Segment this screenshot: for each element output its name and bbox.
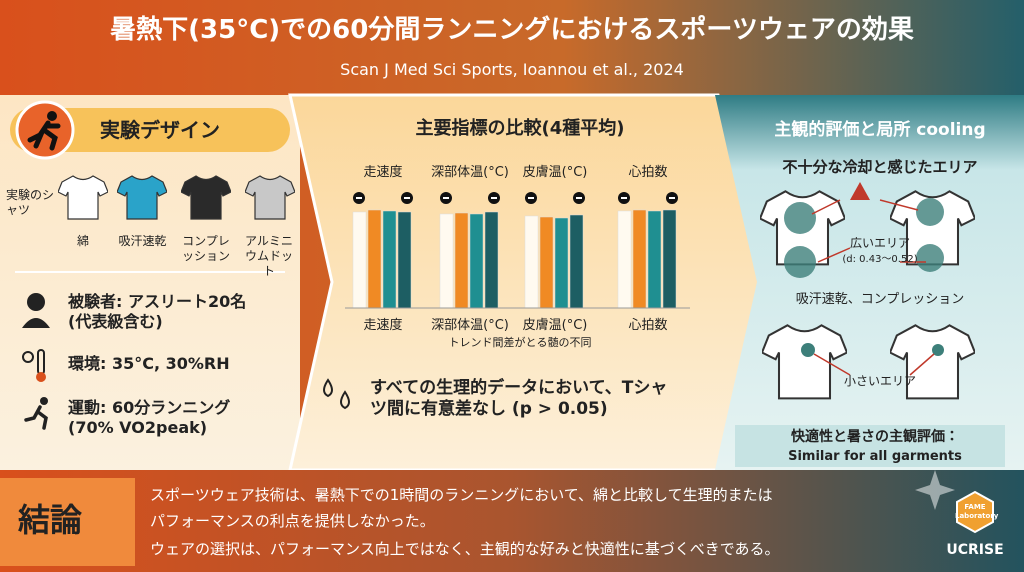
cool-area [932,344,944,356]
cool-area [784,246,816,278]
decor-bar [647,210,662,309]
decor-bar [454,212,469,309]
citation: Scan J Med Sci Sports, Ioannou et al., 2… [340,60,684,79]
metric-label: 皮膚温(°C) [522,165,588,180]
note: トレンド間差がとる髄の不同 [448,336,592,349]
title: 暑熱下(35°C)での60分間ランニングにおけるスポーツウェアの効果 [110,15,914,45]
panel-title: 実験デザイン [100,118,220,142]
decor-bar [397,211,412,309]
panel-title: 主観的評価と局所 cooling [774,120,986,140]
decor-bar [539,216,554,309]
decor-bar [662,209,677,309]
metric-label: 皮膚温(°C) [522,318,588,333]
decor-bar [469,213,484,309]
decor-bar [382,210,397,309]
shirt-label: 吸汗速乾 [118,234,167,248]
cool-area [801,343,815,357]
detail: 被験者: アスリート20名 (代表級含む) [68,292,247,331]
logo-lab: FAME Laboratory [955,503,999,520]
decor-bar [439,213,454,309]
comfort-heading: 快適性と暑さの主観評価： [791,429,959,445]
metric-label: 深部体温(°C) [431,318,509,333]
logo-brand: UCRISE [946,542,1004,558]
comfort-result: Similar for all garments [788,449,962,464]
shirt-label: アルミニウムドット [244,234,293,278]
area-label: 広いエリア [849,236,910,250]
pointer-arrow [909,353,935,376]
decor-bar [569,214,584,309]
pointer-arrow [811,199,841,215]
decor-bar [554,217,569,309]
decor-bar [617,210,632,309]
cool-area [784,202,816,234]
detail: 環境: 35°C, 30%RH [68,354,230,373]
metric-label: 心拍数 [628,165,668,180]
shirt-label: コンプレッション [181,234,230,263]
detail: 運動: 60分ランニング (70% VO2peak) [68,398,231,437]
decor-bar [367,209,382,309]
decor-bar [632,209,647,309]
conclusion-line: パフォーマンスの利点を提供しなかった。 [150,512,435,530]
pointer-head [850,182,870,200]
cooling-heading: 不十分な冷却と感じたエリア [782,158,978,176]
metric-label: 走速度 [363,165,403,180]
cool-area [916,198,944,226]
metric-label: 深部体温(°C) [431,165,509,180]
decor-bar [484,211,499,309]
decor-bar [524,215,539,309]
pointer-arrow [817,247,851,263]
pointer-arrow [879,199,919,211]
conclusion-line: スポーツウェア技術は、暑熱下での1時間のランニングにおいて、綿と比較して生理的ま… [150,486,773,504]
conclusion-label: 結論 [18,501,83,539]
pointer-arrow [813,353,851,376]
shirts-label: 実験のシャツ [6,188,55,217]
conclusion-line: ウェアの選択は、パフォーマンス向上ではなく、主観的な好みと快適性に基づくべきであ… [150,540,780,558]
comparison-conclusion: すべての生理的データにおいて、Tシャツ間に有意差なし (p > 0.05) [370,378,668,420]
metric-label: 心拍数 [628,318,668,333]
shirt-label: 綿 [76,234,89,248]
area-label: 小さいエリア [843,374,916,388]
garments: 吸汗速乾、コンプレッション [795,292,965,307]
panel-title: 主要指標の比較(4種平均) [415,118,625,139]
decor-bar [352,211,367,309]
effect-size: (d: 0.43～0.52) [842,254,918,265]
cool-area [916,244,944,272]
metric-label: 走速度 [363,318,403,333]
